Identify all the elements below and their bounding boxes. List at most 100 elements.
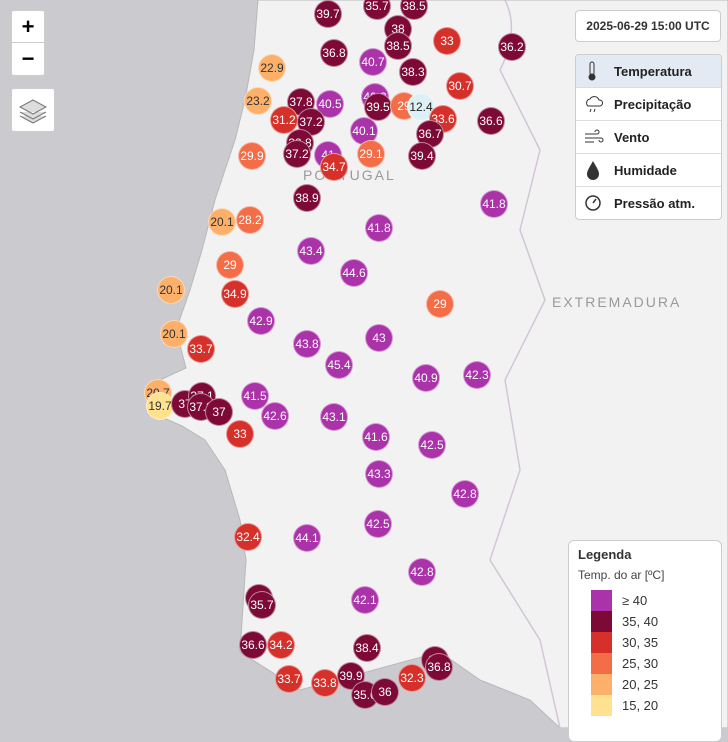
station-marker: 42.6 xyxy=(261,402,289,430)
station-marker: 44.1 xyxy=(293,524,321,552)
layer-menu: Temperatura Precipitação Vento Humidade Pres… xyxy=(575,54,722,220)
legend-label: ≥ 40 xyxy=(622,593,648,608)
station-marker: 41.6 xyxy=(362,423,390,451)
station-marker: 38.4 xyxy=(353,634,381,662)
station-marker: 40.9 xyxy=(412,364,440,392)
layer-option[interactable]: Humidade xyxy=(576,153,721,186)
station-marker: 37 xyxy=(205,398,233,426)
station-marker: 42.1 xyxy=(351,586,379,614)
legend-item: 15, 20 xyxy=(569,695,721,716)
station-marker: 35.7 xyxy=(363,0,391,20)
legend-subtitle: Temp. do ar [ºC] xyxy=(578,568,665,582)
zoom-out[interactable]: − xyxy=(21,46,35,71)
station-marker: 39.4 xyxy=(408,142,436,170)
station-marker: 39.5 xyxy=(364,93,392,121)
station-marker: 20.1 xyxy=(208,208,236,236)
station-marker: 34.9 xyxy=(221,280,249,308)
station-marker: 36.8 xyxy=(320,39,348,67)
station-marker: 19.7 xyxy=(146,392,174,420)
layers-button[interactable] xyxy=(10,87,56,133)
layer-label: Pressão atm. xyxy=(614,195,695,211)
station-marker: 28.2 xyxy=(236,206,264,234)
layer-label: Vento xyxy=(614,129,650,145)
station-marker: 34.2 xyxy=(267,631,295,659)
legend-item: ≥ 40 xyxy=(569,590,721,611)
station-marker: 35.7 xyxy=(248,591,276,619)
station-marker: 39.7 xyxy=(314,0,342,28)
station-marker: 43.8 xyxy=(293,330,321,358)
station-marker: 29 xyxy=(216,251,244,279)
layer-icon xyxy=(586,96,604,113)
station-marker: 36 xyxy=(371,678,399,706)
station-marker: 44.6 xyxy=(340,259,368,287)
station-marker: 20.1 xyxy=(160,320,188,348)
station-marker: 43.1 xyxy=(320,403,348,431)
legend-swatch xyxy=(591,632,612,653)
layer-option[interactable]: Precipitação xyxy=(576,87,721,120)
station-marker: 33.7 xyxy=(187,335,215,363)
layer-label: Precipitação xyxy=(614,96,692,112)
station-marker: 29.9 xyxy=(238,142,266,170)
legend-swatch xyxy=(591,674,612,695)
station-marker: 29 xyxy=(426,290,454,318)
legend-item: 30, 35 xyxy=(569,632,721,653)
station-marker: 42.9 xyxy=(247,307,275,335)
timestamp: 2025-06-29 15:00 UTC xyxy=(575,10,721,42)
station-marker: 23.2 xyxy=(244,87,272,115)
station-marker: 38.3 xyxy=(399,58,427,86)
legend-label: 20, 25 xyxy=(622,677,659,692)
layer-icon xyxy=(587,161,599,180)
station-marker: 37.2 xyxy=(283,140,311,168)
station-marker: 32.4 xyxy=(234,523,262,551)
layer-icon xyxy=(585,195,601,211)
legend: Legenda Temp. do ar [ºC] ≥ 40 35, 40 30, 3… xyxy=(568,540,722,742)
station-marker: 33.7 xyxy=(275,665,303,693)
station-marker: 38.9 xyxy=(293,184,321,212)
legend-swatch xyxy=(591,611,612,632)
layer-label: Humidade xyxy=(614,162,677,178)
station-marker: 39.9 xyxy=(337,662,365,690)
station-marker: 22.9 xyxy=(258,54,286,82)
zoom-control: + − xyxy=(10,9,46,77)
station-marker: 36.8 xyxy=(425,653,453,681)
station-marker: 38.5 xyxy=(384,32,412,60)
station-marker: 45.4 xyxy=(325,351,353,379)
layer-icon xyxy=(588,61,596,81)
station-marker: 20.1 xyxy=(157,276,185,304)
station-marker: 41.8 xyxy=(480,190,508,218)
station-marker: 43 xyxy=(365,324,393,352)
place-label: EXTREMADURA xyxy=(552,294,682,310)
station-marker: 42.5 xyxy=(364,510,392,538)
legend-swatch xyxy=(591,590,612,611)
station-marker: 43.3 xyxy=(365,460,393,488)
layer-label: Temperatura xyxy=(614,63,692,79)
layer-option[interactable]: Temperatura xyxy=(576,55,721,87)
station-marker: 40.5 xyxy=(316,90,344,118)
station-marker: 40.7 xyxy=(359,48,387,76)
legend-label: 15, 20 xyxy=(622,698,659,713)
station-marker: 29.1 xyxy=(357,140,385,168)
station-marker: 43.4 xyxy=(297,237,325,265)
layer-icon xyxy=(585,129,604,143)
station-marker: 30.7 xyxy=(446,72,474,100)
legend-swatch xyxy=(591,695,612,716)
legend-swatch xyxy=(591,653,612,674)
legend-title: Legenda xyxy=(578,547,632,562)
legend-item: 20, 25 xyxy=(569,674,721,695)
station-marker: 32.3 xyxy=(398,664,426,692)
station-marker: 33.8 xyxy=(311,669,339,697)
station-marker: 42.8 xyxy=(408,558,436,586)
station-marker: 42.8 xyxy=(451,480,479,508)
station-marker: 42.3 xyxy=(463,361,491,389)
layers-icon xyxy=(18,99,48,124)
zoom-in[interactable]: + xyxy=(12,11,44,43)
legend-label: 35, 40 xyxy=(622,614,659,629)
station-marker: 33 xyxy=(433,27,461,55)
border xyxy=(489,0,561,728)
station-marker: 36.2 xyxy=(498,33,526,61)
station-marker: 38.5 xyxy=(400,0,428,20)
layer-option[interactable]: Vento xyxy=(576,120,721,153)
layer-option[interactable]: Pressão atm. xyxy=(576,186,721,219)
legend-item: 25, 30 xyxy=(569,653,721,674)
